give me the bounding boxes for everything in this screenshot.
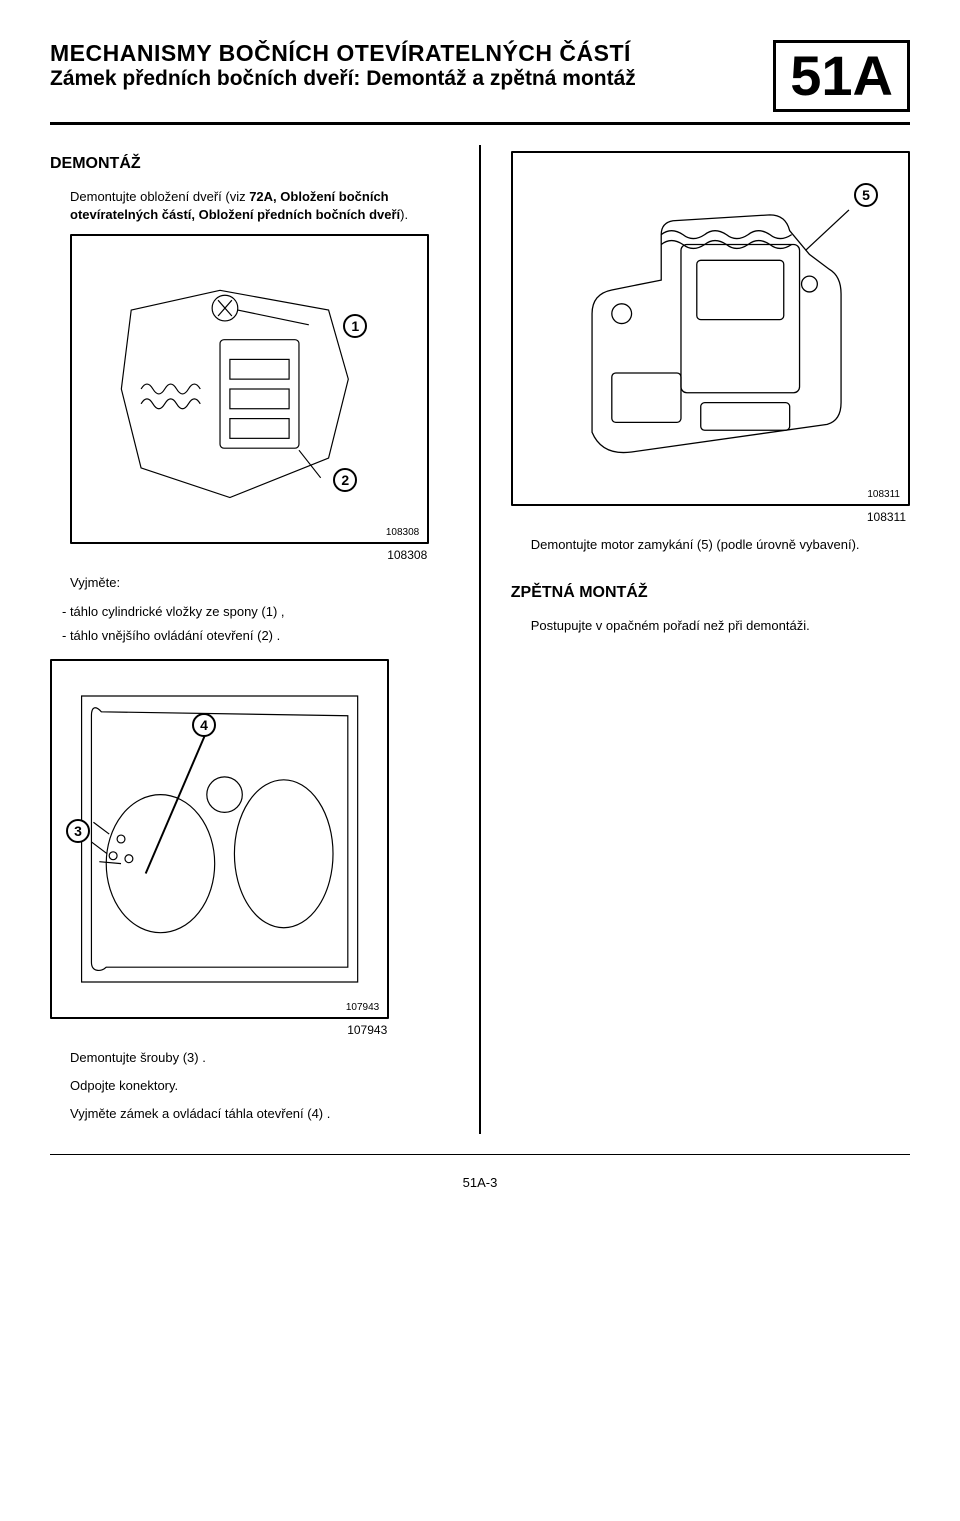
figure-2-svg <box>52 661 387 1017</box>
intro-paragraph: Demontujte obložení dveří (viz 72A, Oblo… <box>70 188 449 224</box>
column-divider <box>479 145 481 1134</box>
figure-1: 1 2 108308 <box>70 234 429 544</box>
section-title-zpetna: ZPĚTNÁ MONTÁŽ <box>511 584 910 602</box>
right-column: 5 108311 108311 Demontujte motor zamykán… <box>511 145 910 1134</box>
list-item-2: - táhlo vnějšího ovládání otevření (2) . <box>70 627 449 645</box>
figure-3-svg <box>513 153 908 504</box>
after-fig2-a: Demontujte šrouby (3) . <box>70 1049 449 1067</box>
figure-1-caption: 108308 <box>50 548 427 562</box>
callout-3: 3 <box>66 819 90 843</box>
list-item-1: - táhlo cylindrické vložky ze spony (1) … <box>70 603 449 621</box>
figure-3-id: 108311 <box>867 489 900 500</box>
callout-4: 4 <box>192 713 216 737</box>
page-header: MECHANISMY BOČNÍCH OTEVÍRATELNÝCH ČÁSTÍ … <box>50 40 910 125</box>
header-code: 51A <box>773 40 910 112</box>
page-footer: 51A-3 <box>50 1175 910 1190</box>
figure-2-id: 107943 <box>346 1002 379 1013</box>
footer-rule <box>50 1154 910 1155</box>
zpetna-para: Postupujte v opačném pořadí než při demo… <box>531 617 910 635</box>
figure-2-caption: 107943 <box>50 1023 387 1037</box>
callout-5: 5 <box>854 183 878 207</box>
intro-prefix: Demontujte obložení dveří (viz <box>70 189 249 204</box>
page: MECHANISMY BOČNÍCH OTEVÍRATELNÝCH ČÁSTÍ … <box>0 0 960 1220</box>
section-title-demontaz: DEMONTÁŽ <box>50 155 449 173</box>
after-fig2-c: Vyjměte zámek a ovládací táhla otevření … <box>70 1105 449 1123</box>
left-column: DEMONTÁŽ Demontujte obložení dveří (viz … <box>50 145 449 1134</box>
figure-3: 5 108311 <box>511 151 910 506</box>
after-fig3: Demontujte motor zamykání (5) (podle úro… <box>531 536 910 554</box>
header-main-title: MECHANISMY BOČNÍCH OTEVÍRATELNÝCH ČÁSTÍ <box>50 40 753 67</box>
figure-1-id: 108308 <box>386 527 419 538</box>
figure-2: 4 3 107943 <box>50 659 389 1019</box>
content-columns: DEMONTÁŽ Demontujte obložení dveří (viz … <box>50 145 910 1134</box>
header-sub-title: Zámek předních bočních dveří: Demontáž a… <box>50 67 753 91</box>
after-fig2-b: Odpojte konektory. <box>70 1077 449 1095</box>
intro-suffix: ). <box>400 207 408 222</box>
header-text: MECHANISMY BOČNÍCH OTEVÍRATELNÝCH ČÁSTÍ … <box>50 40 753 91</box>
figure-3-caption: 108311 <box>511 510 906 524</box>
figure-1-svg <box>72 236 427 542</box>
list-lead: Vyjměte: <box>70 574 449 592</box>
